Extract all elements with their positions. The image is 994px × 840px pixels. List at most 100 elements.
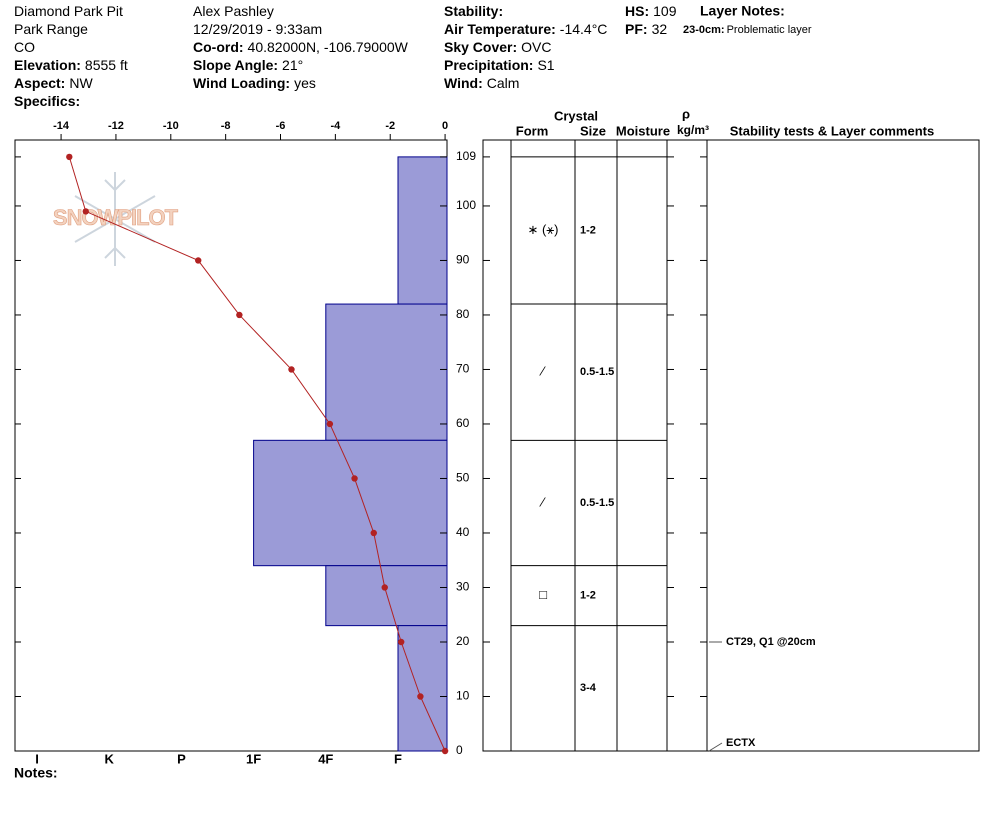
y-tick-label: 70 xyxy=(456,362,470,376)
temperature-point xyxy=(397,638,405,646)
header-field: CO xyxy=(14,39,35,55)
grain-size: 3-4 xyxy=(580,682,597,694)
header-field: Diamond Park Pit xyxy=(14,3,123,19)
grain-form: ∗ (⚹) xyxy=(528,222,559,237)
header-field: Alex Pashley xyxy=(193,3,274,19)
header-field: 12/29/2019 - 9:33am xyxy=(193,21,322,37)
temperature-point xyxy=(326,420,334,428)
x-tick-label: -6 xyxy=(276,120,286,132)
temperature-point xyxy=(66,153,73,161)
field-value: NW xyxy=(69,75,93,91)
x-tick-label: -12 xyxy=(108,120,124,132)
field-value: OVC xyxy=(521,39,551,55)
y-tick-label: 30 xyxy=(456,580,470,594)
temperature-point xyxy=(195,257,202,264)
header-field: Sky Cover: OVC xyxy=(444,39,552,55)
temperature-point xyxy=(236,311,243,319)
layer-note-text: Problematic layer xyxy=(727,24,812,36)
hardness-label: I xyxy=(35,751,39,766)
temperature-line xyxy=(68,156,446,752)
layer-note-range: 23-0cm: xyxy=(683,24,725,36)
x-tick-label: -8 xyxy=(221,120,231,132)
test-label: CT29, Q1 @20cm xyxy=(726,636,816,648)
field-value: 109 xyxy=(653,3,677,19)
temperature-point xyxy=(381,584,388,591)
y-tick-label: 0 xyxy=(456,743,463,757)
y-tick-label: 100 xyxy=(456,198,476,212)
y-tick-label: 80 xyxy=(456,307,470,321)
test-arrow xyxy=(708,742,723,752)
layer-notes-title: Layer Notes: xyxy=(700,3,785,19)
field-value: 12/29/2019 - 9:33am xyxy=(193,21,322,37)
field-label: PF: xyxy=(625,21,648,37)
field-label: Elevation: xyxy=(14,57,81,73)
column-header: Moisture xyxy=(616,123,670,138)
field-value: CO xyxy=(14,39,35,55)
column-header: kg/m³ xyxy=(677,123,709,137)
y-tick-label: 90 xyxy=(456,253,470,267)
field-label: Wind Loading: xyxy=(193,75,290,91)
grain-size: 0.5-1.5 xyxy=(580,497,614,509)
temperature-point xyxy=(288,366,295,373)
header-field: Slope Angle: 21° xyxy=(193,57,303,73)
grain-size: 0.5-1.5 xyxy=(580,366,614,378)
grain-form: ⁄ xyxy=(539,364,546,379)
field-label: Slope Angle: xyxy=(193,57,278,73)
layer-note: 23-0cm: Problematic layer xyxy=(683,24,812,36)
header-field: Precipitation: S1 xyxy=(444,57,555,73)
hardness-label: F xyxy=(394,751,402,766)
temperature-point xyxy=(370,529,377,537)
x-tick-label: -4 xyxy=(330,120,341,132)
field-label: Precipitation: xyxy=(444,57,533,73)
y-tick-label: 60 xyxy=(456,416,470,430)
field-value: 21° xyxy=(282,57,303,73)
field-value: 40.82000N, -106.79000W xyxy=(248,39,409,55)
grain-form: ⁄ xyxy=(539,494,546,509)
grain-size: 1-2 xyxy=(580,224,596,236)
header-field: Wind: Calm xyxy=(444,75,519,91)
field-label: Air Temperature: xyxy=(444,21,556,37)
header-field: Elevation: 8555 ft xyxy=(14,57,128,73)
header-field: Aspect: NW xyxy=(14,75,93,91)
hardness-layer xyxy=(253,439,448,567)
field-label: Stability: xyxy=(444,3,503,19)
hardness-layer xyxy=(397,625,448,752)
field-value: 32 xyxy=(652,21,668,37)
field-label: Aspect: xyxy=(14,75,65,91)
column-header: Stability tests & Layer comments xyxy=(730,123,934,138)
header-field: Stability: xyxy=(444,3,503,19)
column-header: Crystal xyxy=(554,108,598,123)
column-header: Size xyxy=(580,123,606,138)
grain-form: □ xyxy=(539,587,547,602)
layer-table-frame xyxy=(482,139,980,752)
hardness-label: 1F xyxy=(246,751,261,766)
header-field: Co-ord: 40.82000N, -106.79000W xyxy=(193,39,409,55)
grain-size: 1-2 xyxy=(580,590,596,602)
y-tick-label: 20 xyxy=(456,634,470,648)
header-field: HS: 109 xyxy=(625,3,677,19)
hardness-label: 4F xyxy=(318,751,333,766)
field-value: Diamond Park Pit xyxy=(14,3,123,19)
field-label: Wind: xyxy=(444,75,483,91)
column-header: Form xyxy=(516,123,549,138)
y-tick-label: 109 xyxy=(456,149,476,163)
field-value: -14.4°C xyxy=(560,21,608,37)
hardness-layer xyxy=(325,303,448,441)
temperature-point xyxy=(441,747,449,755)
column-header: ρ xyxy=(682,106,690,121)
header-field: Wind Loading: yes xyxy=(193,75,316,91)
hardness-label: P xyxy=(177,751,186,766)
snowflake xyxy=(74,172,156,266)
field-value: 8555 ft xyxy=(85,57,128,73)
field-value: S1 xyxy=(537,57,554,73)
field-value: Alex Pashley xyxy=(193,3,274,19)
temperature-point xyxy=(82,208,89,215)
header-field: Air Temperature: -14.4°C xyxy=(444,21,607,37)
field-value: Park Range xyxy=(14,21,88,37)
y-tick-label: 40 xyxy=(456,525,470,539)
test-label: ECTX xyxy=(726,737,756,749)
x-tick-label: -14 xyxy=(53,120,70,132)
y-tick-label: 50 xyxy=(456,471,470,485)
